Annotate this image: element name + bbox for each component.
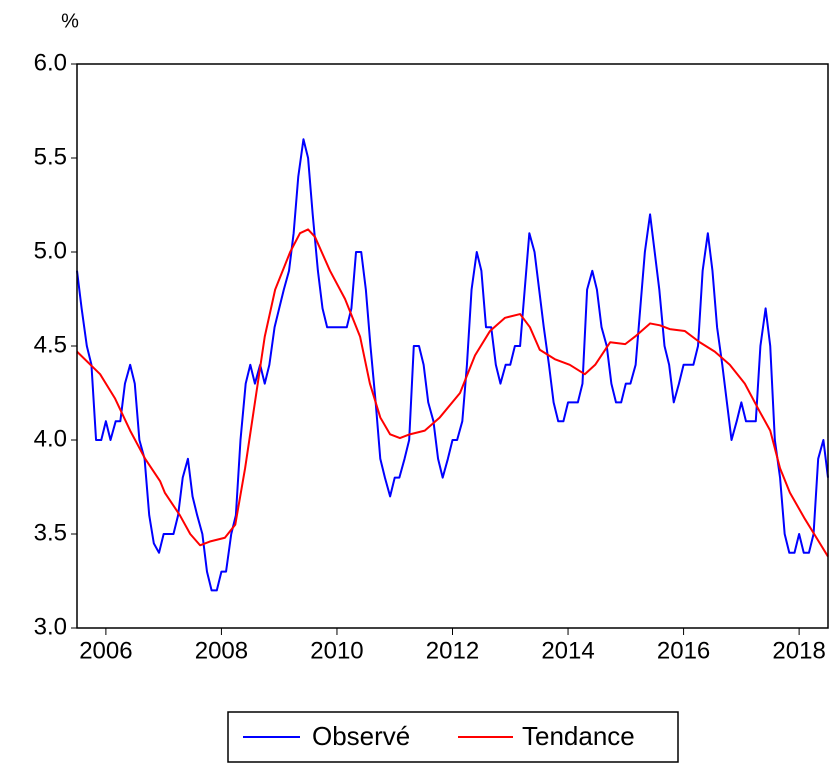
y-tick-label: 5.0 (34, 237, 67, 264)
legend-label: Tendance (522, 721, 635, 751)
x-tick-label: 2018 (772, 637, 825, 664)
x-tick-label: 2010 (310, 637, 363, 664)
legend-label: Observé (312, 721, 410, 751)
y-tick-label: 4.0 (34, 425, 67, 452)
y-tick-label: 5.5 (34, 143, 67, 170)
x-tick-label: 2006 (79, 637, 132, 664)
x-tick-label: 2008 (195, 637, 248, 664)
series-line (76, 138, 829, 592)
y-axis-label: % (61, 10, 79, 32)
x-tick-label: 2014 (541, 637, 594, 664)
x-tick-label: 2012 (426, 637, 479, 664)
x-tick-label: 2016 (657, 637, 710, 664)
y-tick-label: 3.0 (34, 613, 67, 640)
y-tick-label: 6.0 (34, 49, 67, 76)
plot-frame (76, 63, 829, 629)
y-tick-label: 4.5 (34, 331, 67, 358)
y-tick-label: 3.5 (34, 519, 67, 546)
legend-box (227, 711, 679, 763)
series-line (76, 228, 829, 558)
